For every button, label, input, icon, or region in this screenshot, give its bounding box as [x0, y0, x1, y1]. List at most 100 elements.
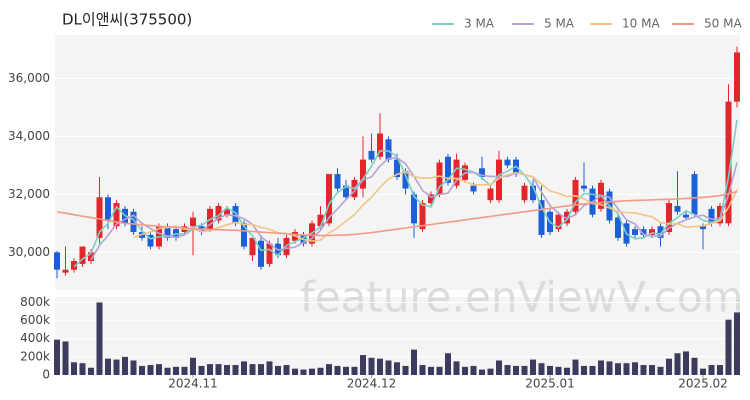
candle-body [402, 171, 409, 189]
candle-body [232, 205, 239, 224]
volume-bar [360, 355, 366, 375]
volume-bar [207, 364, 213, 375]
candle-body [258, 240, 264, 267]
volume-bar [462, 366, 468, 375]
volume-bar [105, 358, 111, 375]
legend-label: 50 MA [704, 17, 742, 31]
volume-bar [326, 364, 332, 375]
candle-body [691, 174, 698, 215]
volume-bar [266, 361, 273, 375]
volume-bar [615, 363, 621, 375]
candle-body [54, 252, 60, 270]
volume-bar [62, 341, 69, 375]
candle-body [683, 214, 689, 218]
candle-body [555, 214, 562, 230]
candle-body [436, 162, 443, 195]
candle-body [71, 261, 77, 270]
candle-body [96, 197, 103, 238]
candle-body [717, 205, 723, 224]
volume-bar [538, 363, 545, 375]
candle-body [700, 226, 706, 230]
y-tick-label: 0 [42, 368, 50, 382]
candle-body [419, 203, 426, 230]
volume-bar [156, 364, 162, 375]
volume-bar [173, 366, 179, 375]
x-tick-label: 2024.12 [347, 377, 397, 391]
volume-bar [428, 366, 434, 375]
candle-body [215, 205, 222, 221]
volume-bar [317, 367, 324, 375]
legend-label: 5 MA [544, 17, 575, 31]
volume-bar [258, 364, 264, 375]
volume-bar [504, 365, 511, 375]
volume-bar [479, 369, 485, 375]
candle-body [504, 159, 511, 166]
volume-bar [470, 365, 477, 375]
candle-body [487, 188, 494, 201]
volume-bar [88, 367, 94, 375]
volume-bar [487, 368, 494, 375]
volume-bar [640, 365, 647, 375]
volume-bar [623, 363, 630, 375]
volume-bar [496, 360, 502, 375]
volume-bar [683, 351, 689, 375]
volume-bar [734, 312, 740, 375]
candle-body [266, 243, 273, 264]
candle-body [632, 229, 638, 235]
candle-body [496, 159, 502, 201]
candle-body [360, 159, 366, 189]
volume-bar [657, 366, 664, 375]
candle-body [445, 156, 451, 183]
y-tick-label: 34,000 [8, 129, 50, 143]
candle-body [734, 52, 740, 102]
volume-bar [445, 353, 451, 375]
candle-body [147, 234, 154, 247]
volume-plot-area [55, 297, 740, 375]
candle-body [615, 217, 621, 238]
candle-body [674, 205, 681, 212]
x-tick-label: 2025.01 [525, 377, 575, 391]
volume-bar [164, 367, 171, 375]
volume-bar [725, 319, 732, 375]
candle-body [343, 185, 349, 198]
x-tick-label: 2025.02 [678, 377, 728, 391]
volume-bar [122, 356, 128, 375]
candle-body [113, 203, 120, 227]
x-tick-label: 2024.11 [168, 377, 218, 391]
volume-bar [589, 365, 596, 375]
volume-bar [394, 362, 400, 375]
volume-bar [190, 357, 196, 375]
volume-bar [377, 358, 383, 375]
volume-bar [555, 366, 562, 375]
volume-bar [224, 365, 230, 375]
volume-bar [351, 366, 358, 375]
volume-bar [198, 365, 205, 375]
volume-bar [436, 366, 443, 375]
candle-body [385, 139, 392, 160]
candle-body [164, 226, 171, 238]
volume-bar [649, 365, 655, 375]
candle-body [105, 197, 111, 221]
y-tick-label: 36,000 [8, 71, 50, 85]
volume-bar [71, 362, 77, 375]
volume-bar [632, 362, 638, 375]
chart-title: DL이앤씨(375500) [62, 11, 192, 29]
volume-bar [300, 369, 307, 375]
candle-body [708, 208, 715, 224]
volume-bar [130, 360, 137, 375]
volume-bar [385, 360, 392, 375]
volume-bar [513, 365, 519, 375]
legend-label: 10 MA [622, 17, 660, 31]
candle-body [666, 203, 672, 233]
candle-body [326, 174, 332, 224]
candle-body [428, 194, 434, 204]
volume-bar [79, 363, 86, 375]
candle-body [538, 200, 545, 235]
volume-bar [598, 360, 604, 375]
volume-bar [215, 364, 222, 375]
y-tick-label: 600k [20, 313, 50, 327]
volume-bar [564, 367, 570, 375]
volume-bar [453, 361, 460, 375]
y-tick-label: 200k [20, 349, 50, 363]
